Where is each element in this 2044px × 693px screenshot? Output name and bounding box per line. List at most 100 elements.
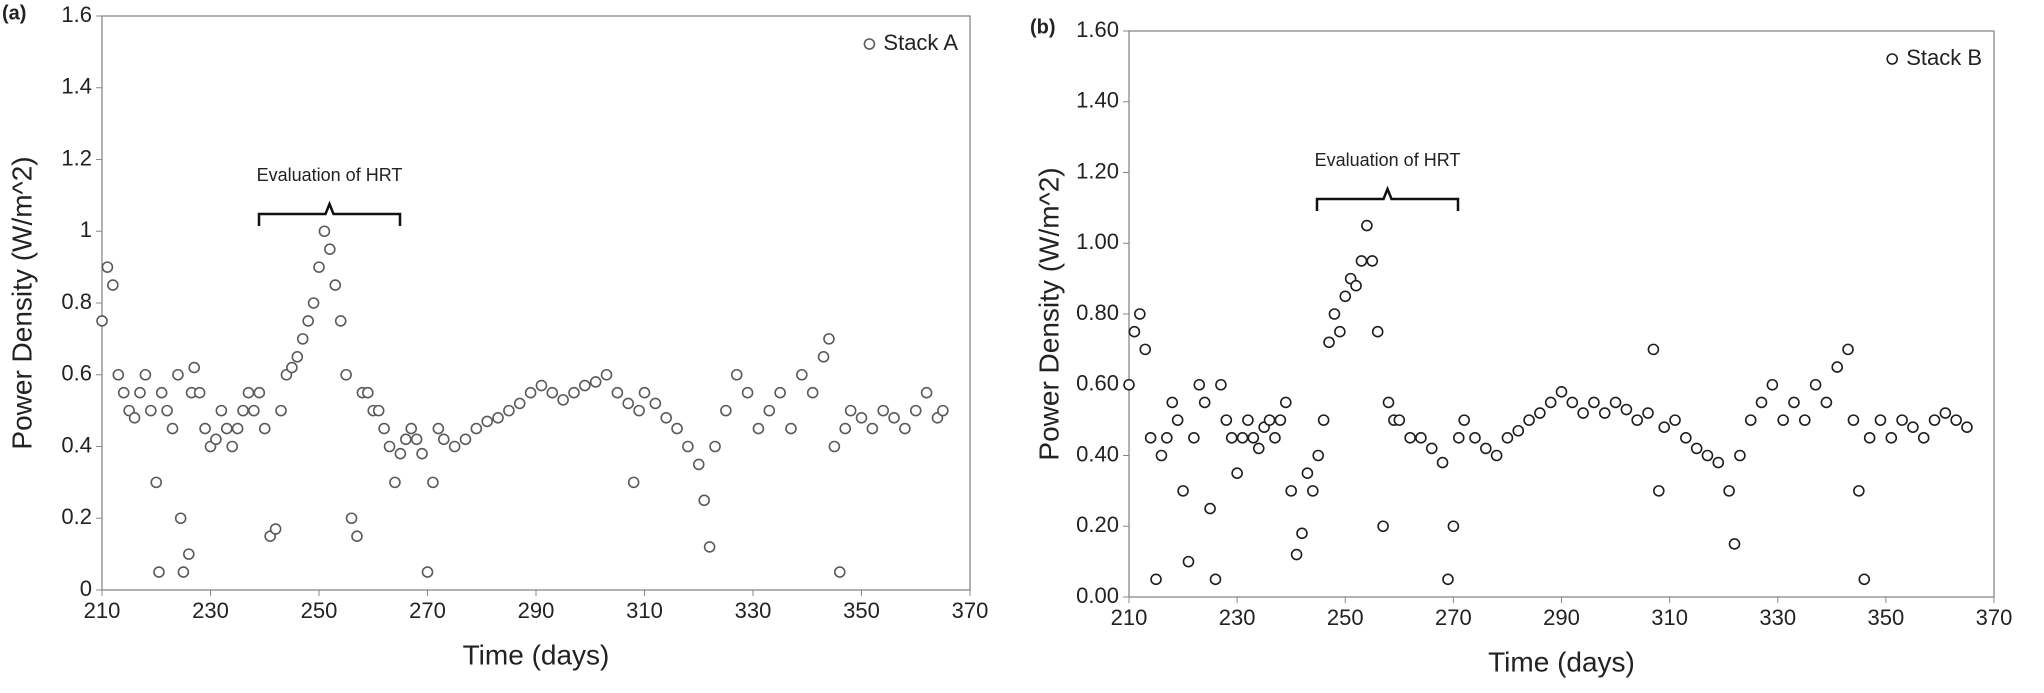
- data-point: [1436, 456, 1449, 469]
- annotation-bracket: [1315, 185, 1460, 211]
- x-tick-label: 310: [626, 598, 663, 623]
- data-point: [372, 404, 385, 417]
- data-point: [741, 386, 754, 399]
- x-tick-label: 330: [735, 598, 772, 623]
- data-point: [128, 411, 141, 424]
- data-point: [1950, 414, 1962, 426]
- data-point: [1874, 414, 1887, 426]
- data-point: [1447, 520, 1460, 533]
- data-point: [649, 397, 662, 410]
- data-point: [1928, 414, 1941, 426]
- data-point: [1777, 414, 1789, 426]
- data-point: [1588, 396, 1600, 409]
- data-point: [1847, 414, 1860, 426]
- data-point: [730, 368, 743, 381]
- x-tick-label: 290: [1543, 605, 1580, 630]
- data-point: [153, 566, 165, 578]
- data-point: [226, 440, 238, 453]
- y-tick-label: 0.8: [61, 289, 92, 314]
- data-point: [258, 422, 271, 435]
- data-point: [774, 386, 786, 399]
- data-point: [117, 386, 130, 399]
- x-tick-label: 310: [1651, 605, 1688, 630]
- data-point: [1231, 467, 1243, 479]
- data-point: [1236, 432, 1249, 444]
- y-tick-label: 1.6: [61, 2, 92, 27]
- data-point: [1961, 421, 1973, 434]
- data-point: [682, 440, 694, 453]
- data-point: [155, 386, 168, 399]
- x-axis-title: Time (days): [1488, 646, 1635, 677]
- data-point: [183, 548, 195, 560]
- x-tick-label: 370: [1976, 605, 2013, 630]
- data-point: [1193, 378, 1206, 391]
- data-point: [720, 404, 732, 417]
- data-point: [324, 243, 336, 255]
- data-point: [1896, 414, 1908, 426]
- data-point: [833, 566, 846, 578]
- data-point: [1728, 538, 1741, 550]
- data-point: [96, 315, 108, 327]
- legend-label: Stack A: [883, 30, 958, 55]
- data-point: [1415, 432, 1427, 444]
- data-point: [1512, 424, 1525, 437]
- y-axis-title: Power Density (W/m^2): [6, 156, 37, 449]
- data-point: [806, 386, 819, 399]
- data-point: [172, 368, 184, 381]
- data-point: [1653, 485, 1665, 497]
- data-point: [1317, 414, 1330, 426]
- data-point: [1917, 432, 1930, 444]
- data-point: [785, 422, 797, 435]
- data-point: [1182, 555, 1195, 568]
- data-point: [1690, 442, 1703, 455]
- data-point: [1907, 421, 1919, 434]
- x-tick-label: 210: [84, 598, 121, 623]
- data-point: [823, 333, 835, 345]
- legend-label: Stack B: [1906, 45, 1982, 70]
- data-point: [1544, 396, 1557, 409]
- data-point: [1788, 396, 1800, 409]
- data-point: [1404, 432, 1416, 444]
- data-point: [1469, 432, 1481, 444]
- data-point: [671, 422, 683, 435]
- data-point: [161, 404, 173, 417]
- data-point: [1242, 414, 1254, 426]
- data-point: [1134, 308, 1146, 320]
- data-point: [1798, 414, 1811, 426]
- data-point: [410, 433, 423, 446]
- data-point: [1161, 432, 1173, 444]
- annotation: Evaluation of HRT: [257, 165, 403, 185]
- data-point: [215, 404, 228, 417]
- data-point: [1393, 414, 1406, 426]
- data-point: [503, 404, 515, 417]
- data-point: [709, 440, 721, 453]
- data-point: [437, 433, 450, 446]
- data-point: [1139, 343, 1152, 356]
- data-point: [1198, 396, 1211, 409]
- data-point: [703, 541, 716, 553]
- data-point: [611, 386, 624, 399]
- data-point: [329, 279, 342, 291]
- data-point: [199, 422, 211, 435]
- data-point: [1301, 467, 1314, 479]
- data-point: [1598, 407, 1611, 419]
- data-point: [600, 368, 613, 381]
- data-point: [399, 433, 412, 446]
- data-point: [692, 458, 705, 471]
- data-point: [1631, 414, 1643, 426]
- data-point: [1123, 378, 1135, 391]
- data-point: [345, 512, 358, 525]
- x-tick-label: 230: [1219, 605, 1256, 630]
- y-tick-label: 1.20: [1076, 158, 1119, 183]
- data-point: [1523, 414, 1535, 426]
- x-tick-label: 250: [1327, 605, 1364, 630]
- data-point: [888, 411, 900, 424]
- data-point: [589, 376, 602, 388]
- data-point: [839, 422, 852, 435]
- y-tick-label: 0: [80, 576, 92, 601]
- data-point: [1377, 520, 1389, 533]
- data-point: [1323, 336, 1335, 349]
- data-point: [1220, 414, 1233, 426]
- data-point: [1188, 432, 1200, 444]
- data-point: [1501, 432, 1514, 444]
